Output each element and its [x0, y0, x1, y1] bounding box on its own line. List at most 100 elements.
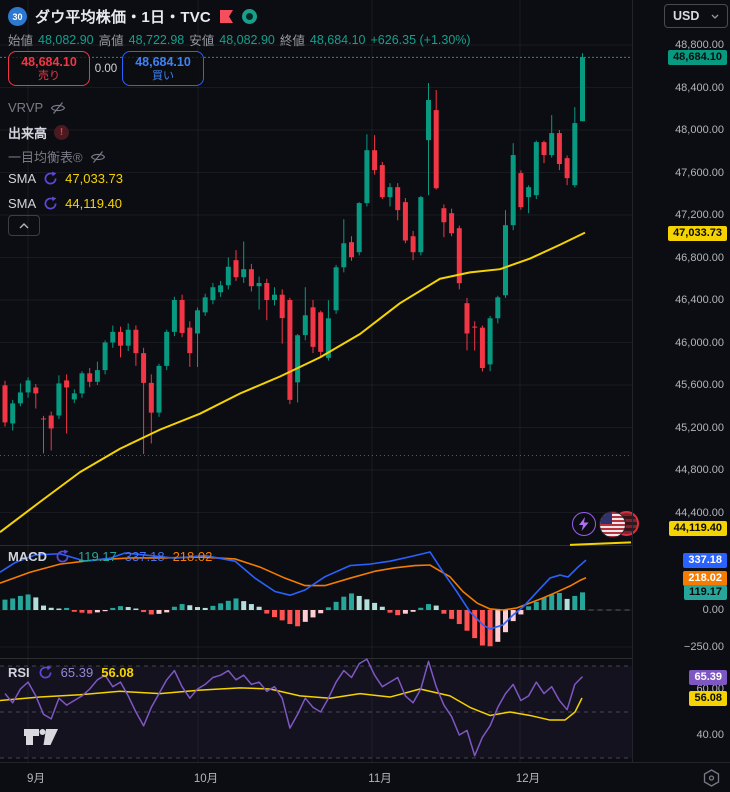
- candle: [48, 411, 54, 451]
- rsi-ma-badge: 56.08: [689, 691, 727, 707]
- price-tick: 48,000.00: [675, 124, 724, 136]
- macd-tick: 0.00: [702, 604, 724, 616]
- price-axis[interactable]: USD 48,800.00 48,400.00 48,000.00 47,600.00…: [632, 0, 730, 762]
- collapse-legend-button[interactable]: [8, 215, 40, 236]
- rsi-legend[interactable]: RSI 65.39 56.08: [8, 665, 134, 680]
- currency-value: USD: [673, 9, 700, 23]
- legend-item-sma2[interactable]: SMA 44,119.40: [8, 196, 122, 211]
- price-tick: 45,600.00: [675, 379, 724, 391]
- candle: [426, 83, 431, 196]
- candle: [510, 143, 516, 231]
- legend-item-ichimoku[interactable]: 一目均衡表®: [8, 147, 106, 166]
- country-flag-icons[interactable]: [599, 511, 639, 538]
- volume-warning-icon[interactable]: !: [54, 125, 70, 140]
- candle: [256, 276, 262, 310]
- legend-item-sma1[interactable]: SMA 47,033.73: [8, 171, 123, 186]
- chart-area[interactable]: 30 ダウ平均株価・1日・TVC 始値 48,082.90 高値 48,722.…: [0, 0, 639, 762]
- candle: [487, 315, 493, 372]
- dow30-logo: 30: [8, 7, 27, 26]
- rsi-tick: 40.00: [696, 729, 724, 741]
- candle: [202, 293, 208, 316]
- candle: [310, 300, 316, 354]
- legend-item-volume[interactable]: 出来高 !: [8, 123, 70, 142]
- maximize-hexagon-icon[interactable]: [703, 769, 720, 792]
- time-axis[interactable]: 9月 10月 11月 12月: [0, 762, 730, 792]
- time-tick: 9月: [27, 773, 45, 785]
- us-flag-icon: [599, 511, 626, 538]
- trade-widget: 48,684.10 売り 0.00 48,684.10 買い: [8, 51, 204, 86]
- macd-legend[interactable]: MACD 119.17 337.18 218.02: [8, 549, 212, 564]
- candle: [33, 383, 39, 409]
- candle: [179, 294, 185, 338]
- close-value: 48,684.10: [309, 32, 366, 47]
- sell-button[interactable]: 48,684.10 売り: [8, 51, 90, 86]
- candlestick-chart[interactable]: [0, 0, 632, 762]
- sync-icon: [44, 196, 57, 210]
- candle: [464, 297, 470, 351]
- candle: [526, 185, 532, 214]
- high-value: 48,722.98: [128, 32, 185, 47]
- candle: [410, 230, 416, 261]
- volume-label: 出来高: [8, 126, 48, 141]
- tradingview-logo[interactable]: [24, 726, 62, 753]
- candle: [433, 90, 439, 190]
- candle: [495, 295, 501, 324]
- candle: [279, 289, 285, 344]
- rsi-ma-value: 56.08: [101, 665, 134, 680]
- candle: [118, 326, 123, 358]
- low-label: 安値: [189, 34, 215, 48]
- chart-fab-icons: [572, 511, 639, 538]
- candle: [102, 340, 108, 375]
- open-value: 48,082.90: [38, 32, 94, 47]
- buy-price: 48,684.10: [135, 54, 191, 69]
- candle: [64, 374, 70, 434]
- currency-selector[interactable]: USD: [664, 4, 728, 28]
- candle: [402, 198, 408, 244]
- candle: [156, 363, 162, 417]
- ohlc-row: 始値 48,082.90 高値 48,722.98 安値 48,082.90 終…: [8, 30, 471, 49]
- market-status-icon: [241, 9, 257, 24]
- flag-icon[interactable]: [219, 9, 234, 24]
- candle: [556, 130, 562, 171]
- macd-hist-value: 119.17: [78, 549, 117, 564]
- price-tick: 48,800.00: [675, 39, 724, 51]
- rsi-value: 65.39: [60, 665, 94, 680]
- vrvp-label: VRVP: [8, 100, 44, 115]
- legend-item-vrvp[interactable]: VRVP: [8, 100, 66, 115]
- price-tick: 46,000.00: [675, 336, 724, 349]
- buy-button[interactable]: 48,684.10 買い: [122, 51, 204, 86]
- candle: [580, 53, 585, 122]
- candle: [79, 371, 85, 398]
- rsi-value-badge: 65.39: [689, 669, 727, 685]
- candle: [533, 140, 539, 200]
- macd-line: [0, 551, 587, 630]
- time-tick: 10月: [193, 773, 219, 785]
- open-label: 始値: [8, 34, 34, 48]
- candle: [395, 183, 401, 221]
- eye-off-icon[interactable]: [50, 101, 66, 115]
- sma1-value: 47,033.73: [65, 171, 124, 186]
- candle: [372, 135, 378, 175]
- sell-label: 売り: [38, 69, 60, 82]
- candle: [87, 368, 93, 388]
- current-price-badge: 48,684.10: [668, 50, 727, 66]
- chevron-up-icon: [19, 222, 29, 228]
- sma1-price-badge: 47,033.73: [668, 225, 727, 241]
- time-tick: 12月: [515, 773, 541, 785]
- sync-icon: [39, 665, 52, 679]
- macd-signal-value: 218.02: [172, 549, 213, 564]
- macd-value-badge: 337.18: [683, 553, 727, 569]
- candle: [241, 241, 247, 283]
- symbol-title[interactable]: ダウ平均株価・1日・TVC: [35, 9, 211, 26]
- candle: [287, 297, 293, 405]
- candle: [302, 287, 308, 341]
- lightning-icon[interactable]: [572, 511, 596, 536]
- macd-signal-line: [0, 556, 587, 611]
- sma1-label: SMA: [8, 171, 37, 186]
- candle: [17, 383, 23, 407]
- candle: [272, 287, 277, 306]
- candle: [218, 280, 224, 297]
- macd-signal-badge: 218.02: [683, 570, 727, 586]
- candle: [2, 380, 8, 427]
- eye-off-icon[interactable]: [90, 150, 106, 164]
